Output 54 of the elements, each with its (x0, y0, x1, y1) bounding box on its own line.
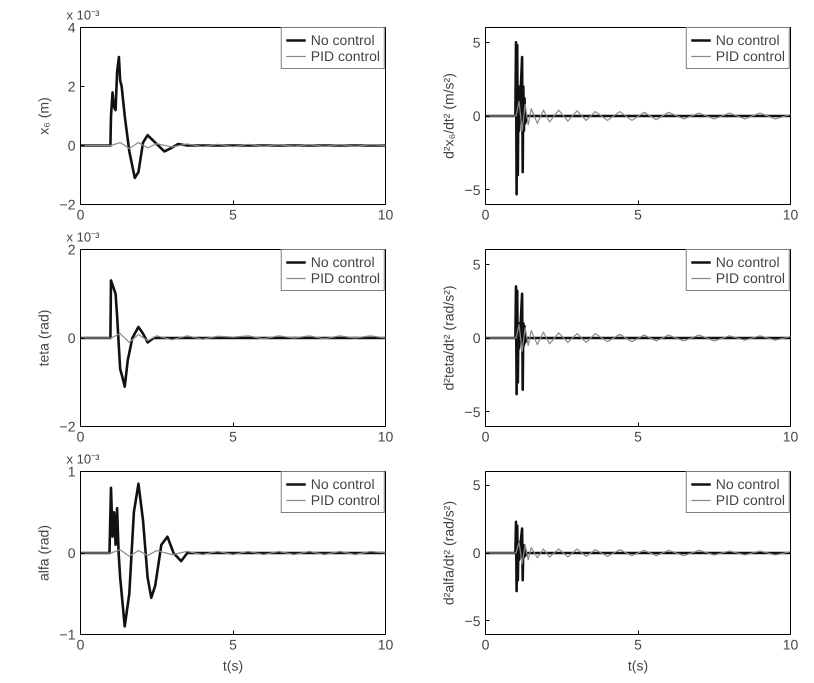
y-axis-title: d²alfa/dt² (rad/s²) (440, 500, 457, 606)
x-tick-label: 10 (378, 428, 394, 444)
legend-label: No control (310, 32, 375, 48)
text: x 10⁻³ (66, 452, 100, 466)
y-tick-label: 2 (68, 242, 76, 258)
y-axis-title: d²teta/dt² (rad/s²) (440, 285, 457, 391)
y-tick-label: −2 (60, 418, 76, 434)
legend-label: No control (716, 254, 780, 270)
y-tick-label: −5 (464, 182, 481, 198)
x-tick-label: 10 (782, 428, 798, 444)
legend-label: PID control (716, 48, 785, 64)
y-tick-label: 0 (68, 138, 76, 154)
legend-label: PID control (310, 492, 380, 508)
x-tick-label: 10 (782, 636, 798, 652)
legend-label: PID control (716, 270, 785, 286)
legend-label: PID control (716, 492, 785, 508)
y-axis-title: teta (rad) (36, 310, 52, 366)
x-tick-label: 10 (782, 206, 798, 222)
y-tick-label: 0 (68, 545, 76, 561)
x-tick-label: 5 (229, 206, 238, 222)
y-tick-label: 0 (472, 330, 481, 346)
y-tick-label: −1 (60, 626, 76, 642)
legend-label: No control (716, 32, 780, 48)
x-tick-label: 5 (229, 636, 238, 652)
x-axis-title: t(s) (222, 658, 244, 674)
x-tick-label: 10 (378, 636, 394, 652)
y-tick-label: 4 (68, 20, 76, 36)
y-tick-label: −5 (464, 404, 481, 420)
x-tick-label: 10 (378, 206, 394, 222)
text: x 10⁻³ (66, 230, 100, 244)
x-tick-label: 5 (634, 206, 642, 222)
x-axis-title: t(s) (628, 658, 648, 674)
y-tick-label: 1 (68, 464, 76, 480)
x-tick-label: 5 (634, 636, 642, 652)
legend-label: PID control (310, 270, 380, 286)
y-tick-label: 5 (472, 34, 481, 50)
y-axis-title: x₆ (m) (36, 97, 52, 135)
y-axis-title: d²x₆/dt² (m/s²) (440, 73, 457, 159)
y-tick-label: 0 (472, 545, 481, 561)
legend-label: No control (310, 476, 375, 492)
legend-label: PID control (310, 48, 380, 64)
text: x 10⁻³ (66, 8, 100, 22)
y-tick-label: −2 (60, 196, 76, 212)
y-tick-label: −5 (464, 612, 481, 629)
y-tick-label: 5 (472, 256, 481, 272)
y-tick-label: 5 (472, 477, 481, 494)
legend-label: No control (716, 476, 780, 492)
y-tick-label: 0 (68, 330, 76, 346)
y-tick-label: 2 (68, 78, 76, 94)
legend-label: No control (310, 254, 375, 270)
x-tick-label: 5 (229, 428, 238, 444)
y-axis-title: alfa (rad) (36, 524, 52, 582)
y-tick-label: 0 (472, 108, 481, 124)
x-tick-label: 5 (634, 428, 642, 444)
